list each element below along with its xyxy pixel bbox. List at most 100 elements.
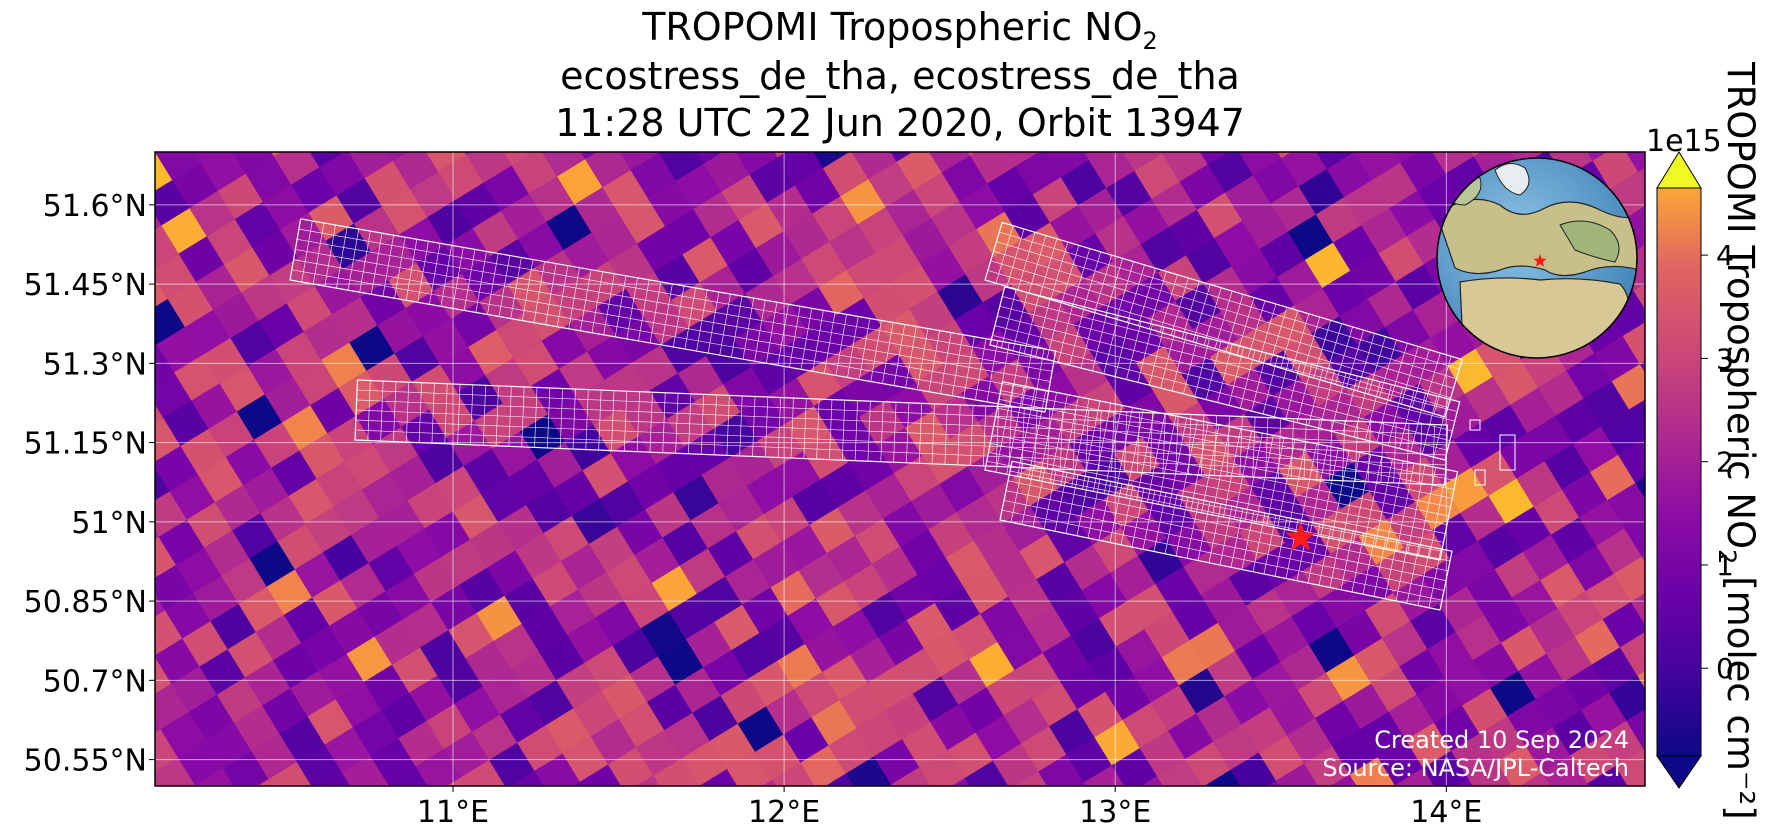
no2-pixel (303, 314, 350, 360)
no2-pixel (1442, 467, 1489, 514)
swath-line (1125, 409, 1144, 498)
no2-pixel (1583, 381, 1629, 427)
swath-line (1319, 370, 1335, 429)
no2-pixel (1347, 564, 1394, 611)
no2-pixel (902, 218, 949, 264)
no2-pixel (1432, 152, 1474, 174)
no2-pixel (1479, 716, 1525, 762)
no2-pixel (1486, 790, 1531, 833)
no2-pixel (1492, 359, 1539, 406)
swath-line (1251, 352, 1267, 412)
swath-line (1023, 295, 1040, 354)
swath-line (1407, 465, 1426, 554)
swath-line (1428, 548, 1442, 608)
no2-pixel (673, 475, 719, 521)
no2-pixel (1186, 238, 1232, 284)
no2-pixel (990, 551, 1037, 597)
no2-pixel (1183, 549, 1229, 595)
swath-line (1266, 437, 1285, 526)
no2-pixel (781, 524, 827, 571)
no2-pixel (155, 593, 166, 617)
no2-pixel (1073, 307, 1119, 353)
swath-line (626, 277, 638, 339)
no2-pixel (1315, 700, 1361, 747)
swath-line (870, 320, 882, 382)
no2-pixel (424, 511, 470, 557)
swath-line (1428, 469, 1447, 558)
no2-pixel (1297, 672, 1344, 719)
no2-pixel (509, 459, 555, 506)
no2-pixel (418, 437, 464, 484)
no2-pixel (244, 660, 291, 706)
swath-line (1010, 463, 1024, 523)
swath-line (1162, 413, 1166, 474)
swath-line (1365, 381, 1381, 440)
no2-pixel (554, 470, 600, 516)
no2-pixel (772, 762, 815, 786)
swath-line (1352, 454, 1372, 543)
no2-pixel (1460, 495, 1506, 542)
swath-line (847, 316, 859, 378)
no2-pixel (951, 778, 970, 786)
swath-line (1072, 248, 1091, 307)
no2-pixel (402, 602, 449, 648)
swath-line (1396, 463, 1415, 552)
no2-pixel (660, 327, 706, 374)
swath-line (957, 404, 961, 465)
no2-pixel (911, 484, 957, 530)
swath-line (1263, 515, 1277, 575)
no2-pixel (574, 187, 620, 233)
swath-line (1033, 348, 1045, 411)
no2-pixel (881, 308, 927, 355)
globe-outline (1436, 157, 1638, 359)
no2-pixel (1378, 236, 1424, 282)
no2-pixel (606, 554, 652, 601)
no2-pixel (982, 789, 1027, 833)
no2-pixel (917, 557, 963, 603)
swath-line (1433, 356, 1452, 414)
no2-pixel (489, 239, 536, 285)
no2-pixel (1544, 444, 1590, 490)
swath-line (1285, 361, 1301, 420)
no2-pixel (426, 703, 472, 750)
no2-pixel (167, 281, 214, 328)
swath-line (1280, 310, 1299, 369)
no2-pixel (843, 563, 890, 610)
no2-pixel (1019, 533, 1065, 580)
no2-pixel (219, 366, 265, 412)
swath-line (1329, 420, 1333, 481)
no2-pixel (679, 548, 726, 594)
no2-pixel (471, 714, 518, 761)
no2-pixel (665, 209, 711, 255)
no2-pixel (884, 693, 931, 740)
colorbar-tick-label: 0 (1716, 652, 1734, 685)
swath-line (1057, 303, 1074, 363)
swath-line (1120, 485, 1134, 545)
swath-line (1274, 517, 1288, 577)
no2-pixel (1472, 642, 1519, 689)
swath-line (568, 267, 580, 329)
swath-line (739, 395, 743, 456)
source-credit: Source: NASA/JPL-Caltech (1322, 754, 1629, 782)
swath-line (336, 226, 348, 289)
swath-line (1395, 542, 1409, 602)
swath-line (475, 251, 487, 313)
no2-pixel (1444, 660, 1491, 706)
swath-line (970, 405, 974, 466)
no2-pixel (1364, 592, 1411, 639)
no2-pixel (1520, 772, 1551, 786)
no2-pixel (435, 465, 481, 512)
no2-pixel (766, 185, 813, 231)
no2-pixel (865, 473, 912, 519)
no2-pixel (518, 221, 564, 268)
no2-pixel (800, 745, 846, 786)
no2-pixel (335, 682, 382, 728)
no2-pixel (599, 481, 646, 527)
no2-pixel (368, 545, 414, 592)
swath-line (882, 322, 894, 384)
no2-pixel (710, 219, 756, 266)
no2-pixel (1235, 633, 1281, 680)
no2-pixel (155, 446, 198, 492)
swath-line (700, 394, 705, 455)
no2-pixel (627, 464, 674, 510)
